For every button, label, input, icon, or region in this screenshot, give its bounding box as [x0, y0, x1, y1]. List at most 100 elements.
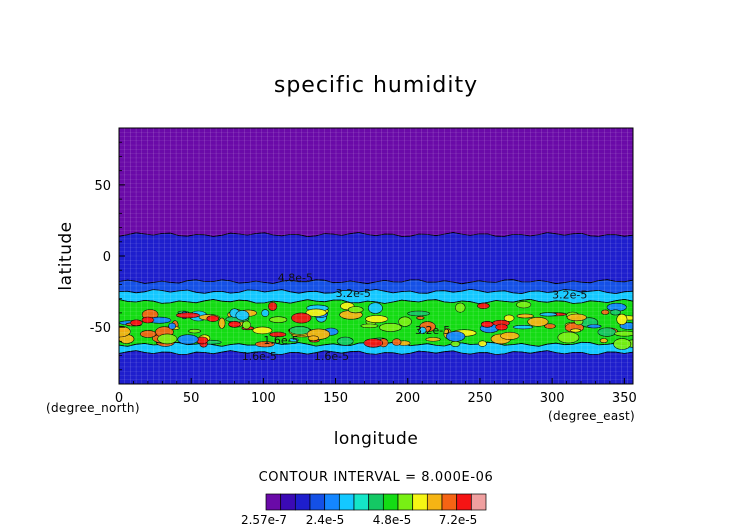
humidity-cell: [177, 334, 199, 345]
chart-title: specific humidity: [274, 73, 478, 98]
contour-label: 1.6e-5: [314, 350, 349, 363]
humidity-cell: [516, 301, 532, 309]
colorbar-swatch: [324, 493, 340, 511]
humidity-cell: [235, 310, 250, 321]
humidity-cell: [557, 331, 580, 344]
contour-label: 1.6e-5: [242, 350, 277, 363]
colorbar-swatch: [456, 493, 472, 511]
colorbar-label: 7.2e-5: [439, 513, 477, 527]
humidity-cell: [255, 341, 275, 348]
colorbar-swatch: [294, 493, 311, 511]
humidity-cell: [268, 301, 278, 311]
humidity-cell: [516, 313, 534, 319]
colorbar-swatch: [470, 493, 487, 511]
humidity-cell: [242, 320, 251, 330]
humidity-cell: [347, 306, 364, 314]
y-axis-label: latitude: [56, 221, 76, 290]
x-tick-label: 350: [612, 391, 637, 406]
contour-interval-label: CONTOUR INTERVAL = 8.000E-06: [259, 470, 494, 485]
colorbar-swatch: [265, 493, 282, 511]
humidity-cell: [367, 302, 383, 314]
humidity-cell: [570, 328, 582, 333]
humidity-cell: [418, 326, 427, 335]
humidity-cell: [252, 326, 273, 335]
x-axis-label: longitude: [334, 429, 419, 449]
humidity-cell: [450, 340, 461, 347]
humidity-cell: [613, 338, 632, 350]
humidity-cell: [616, 313, 628, 326]
humidity-cell: [599, 338, 608, 343]
colorbar-swatch: [412, 493, 428, 511]
humidity-cell: [527, 316, 549, 327]
humidity-peak: [206, 315, 220, 322]
x-tick-label: 300: [540, 391, 565, 406]
colorbar-label: 4.8e-5: [373, 513, 411, 527]
humidity-peak: [495, 323, 508, 331]
contour-label: 3.2e-5: [415, 324, 450, 337]
humidity-band-low: [119, 350, 633, 384]
contour-label: 1.6e-5: [263, 334, 298, 347]
colorbar-swatch: [280, 493, 296, 511]
y-tick-label: 50: [94, 179, 111, 194]
x-axis-ticks: 0 50 100 150 200 250 300 350: [115, 378, 637, 406]
humidity-cell: [289, 326, 311, 335]
y-axis-units: (degree_north): [46, 401, 140, 415]
humidity-cell: [477, 302, 490, 310]
humidity-cell: [261, 309, 270, 317]
humidity-cell: [601, 309, 610, 315]
humidity-cell: [269, 331, 287, 338]
colorbar: 2.57e-7 2.4e-5 4.8e-5 7.2e-5: [241, 493, 487, 527]
humidity-cell: [455, 302, 466, 313]
humidity-cell: [175, 312, 200, 319]
humidity-cell: [218, 317, 226, 329]
humidity-cell: [416, 316, 425, 320]
contour-label: 4.8e-5: [278, 272, 313, 285]
humidity-cell: [269, 316, 288, 324]
humidity-cell: [363, 338, 383, 348]
humidity-cell: [586, 324, 602, 329]
humidity-cell: [188, 328, 201, 334]
humidity-cell: [478, 340, 487, 347]
humidity-cell: [512, 325, 534, 330]
y-axis-ticks: 50 0 -50: [90, 141, 125, 371]
humidity-cell: [539, 312, 557, 317]
y-tick-label: -50: [90, 321, 111, 336]
colorbar-swatch: [441, 493, 458, 511]
humidity-peak: [228, 320, 241, 328]
humidity-cell: [157, 333, 178, 345]
x-tick-label: 100: [251, 391, 276, 406]
humidity-cell: [168, 322, 176, 330]
colorbar-swatch: [426, 493, 443, 511]
x-tick-label: 150: [323, 391, 348, 406]
humidity-cell: [503, 314, 515, 322]
humidity-cell: [379, 322, 402, 332]
humidity-cell: [119, 325, 131, 338]
humidity-cell: [398, 316, 412, 327]
humidity-cell: [445, 331, 466, 342]
colorbar-swatch: [338, 493, 355, 511]
x-axis-units: (degree_east): [548, 409, 635, 423]
humidity-cell: [610, 309, 621, 316]
humidity-cell: [360, 323, 379, 329]
humidity-cell: [305, 308, 327, 317]
colorbar-swatch: [309, 493, 326, 511]
humidity-cell: [566, 313, 587, 322]
humidity-peak: [130, 319, 143, 327]
colorbar-label: 2.57e-7: [241, 513, 287, 527]
colorbar-label: 2.4e-5: [306, 513, 344, 527]
humidity-cell: [140, 330, 157, 338]
y-tick-label: 0: [103, 250, 111, 265]
humidity-cell: [307, 335, 320, 342]
contour-label: 3.2e-5: [336, 287, 371, 300]
humidity-cell: [336, 336, 354, 346]
colorbar-swatch: [353, 493, 370, 511]
humidity-cell: [291, 312, 312, 324]
x-tick-label: 250: [468, 391, 493, 406]
plot-area: 4.8e-5 3.2e-5 3.2e-5 3.2e-5 1.6e-5 1.6e-5 1.6e…: [118, 127, 634, 385]
humidity-cell: [288, 337, 299, 343]
colorbar-swatch: [382, 493, 399, 511]
humidity-cell: [407, 310, 430, 317]
humidity-cell: [425, 337, 441, 342]
humidity-peak: [480, 320, 494, 328]
humidity-cell: [500, 331, 520, 340]
